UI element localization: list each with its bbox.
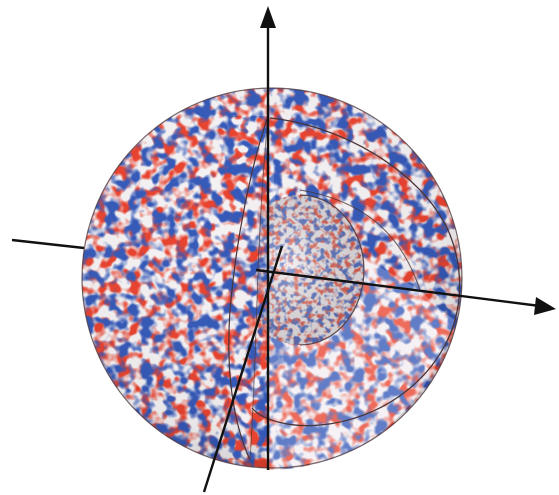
horizontal-axis	[255, 268, 556, 315]
vertical-axis	[260, 6, 276, 470]
depth-axis	[202, 245, 284, 493]
horizontal-axis-left	[11, 238, 85, 250]
outer-rim	[81, 87, 463, 469]
